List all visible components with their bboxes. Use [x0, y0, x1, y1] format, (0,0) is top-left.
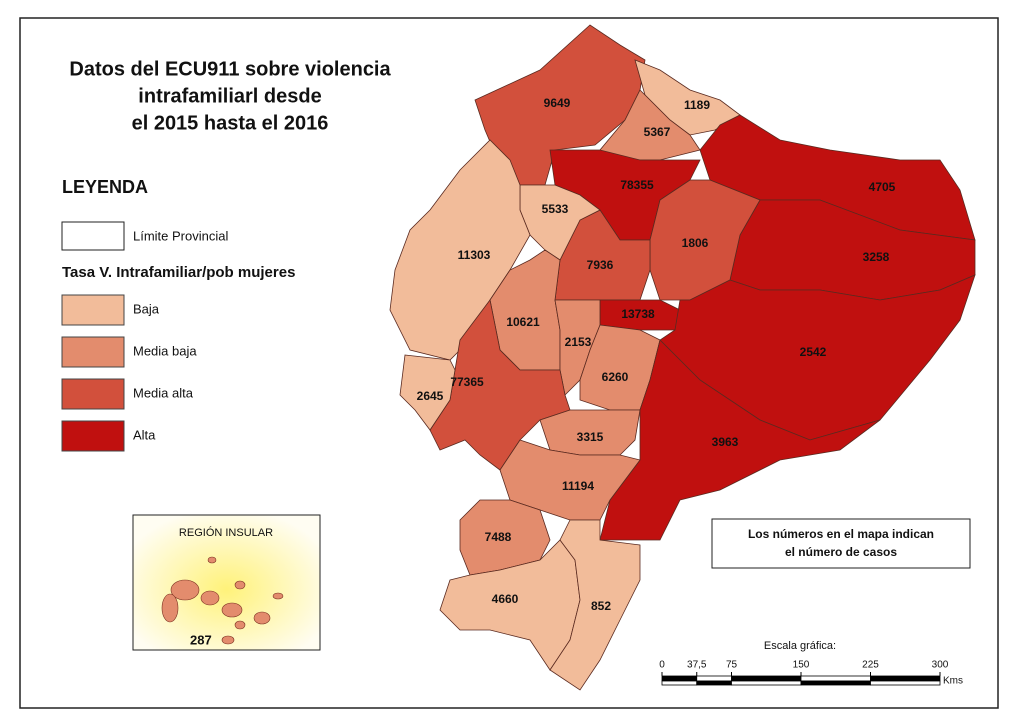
- title-line: intrafamiliarl desde: [138, 85, 321, 107]
- province-value: 5367: [644, 125, 671, 139]
- inset-value: 287: [190, 632, 212, 647]
- title-line: Datos del ECU911 sobre violencia: [69, 58, 391, 80]
- scale-segment: [870, 680, 941, 686]
- province: [549, 519, 641, 691]
- class-swatch: [61, 294, 125, 326]
- province-value: 9649: [544, 96, 571, 110]
- province-value: 2645: [417, 389, 444, 403]
- island: [170, 579, 200, 601]
- province-value: 3315: [577, 430, 604, 444]
- scale-segment: [661, 680, 698, 686]
- note-line: Los números en el mapa indican: [748, 527, 934, 541]
- island: [234, 580, 246, 590]
- class-swatch: [61, 336, 125, 368]
- boundary-swatch: [61, 221, 125, 251]
- scale-title: Escala gráfica:: [764, 640, 836, 652]
- province-value: 13738: [621, 307, 655, 321]
- scale-segment: [731, 680, 802, 686]
- province-value: 7936: [587, 258, 614, 272]
- title-line: el 2015 hasta el 2016: [132, 112, 329, 134]
- island: [221, 635, 235, 645]
- class-swatch: [61, 378, 125, 410]
- province-value: 1189: [684, 98, 710, 112]
- frame: [19, 17, 999, 709]
- note-box: [711, 518, 971, 569]
- island: [272, 592, 284, 600]
- province-value: 78355: [620, 178, 654, 192]
- islands: [161, 556, 284, 645]
- scale-unit: Kms: [943, 676, 963, 687]
- class-label: Baja: [133, 301, 160, 316]
- class-label: Media baja: [133, 343, 197, 358]
- scale-tick-label: 0: [659, 660, 665, 671]
- scale-segment: [800, 675, 871, 682]
- scale-segment: [870, 675, 941, 682]
- province-value: 2153: [565, 335, 592, 349]
- legend-heading: LEYENDA: [62, 177, 148, 197]
- scale-segment: [731, 675, 802, 682]
- scale-segment: [800, 680, 871, 686]
- province-value: 11194: [562, 479, 594, 493]
- island: [221, 602, 243, 618]
- province-value: 5533: [542, 202, 569, 216]
- scale-tick-label: 225: [862, 660, 879, 671]
- scale-tick-label: 300: [932, 660, 949, 671]
- legend-classes: Baja Media baja Media alta Alta: [61, 294, 197, 452]
- province: [599, 339, 881, 541]
- province-value: 6260: [602, 370, 629, 384]
- province-value: 77365: [450, 375, 484, 389]
- legend-subtitle: Tasa V. Intrafamiliar/pob mujeres: [62, 264, 295, 281]
- scale-segment: [661, 675, 698, 682]
- province-value: 10621: [506, 315, 540, 329]
- province-value: 2542: [800, 345, 827, 359]
- province: [399, 354, 456, 431]
- island: [200, 590, 220, 606]
- province: [459, 499, 551, 576]
- province-value: 3258: [863, 250, 890, 264]
- note-line: el número de casos: [785, 545, 897, 559]
- scale-tick-label: 37,5: [687, 660, 707, 671]
- province-value: 1806: [682, 236, 709, 250]
- boundary-label: Límite Provincial: [133, 228, 228, 243]
- class-label: Media alta: [133, 385, 194, 400]
- island: [253, 611, 271, 625]
- scale-segment: [696, 675, 732, 682]
- province-value: 3963: [712, 435, 739, 449]
- province-labels: 9649 1189 5367 78355 4705 3258 1806 7936 5533 113…: [417, 96, 896, 613]
- inset-box: [132, 514, 321, 651]
- province-value: 7488: [485, 530, 512, 544]
- province-value: 4660: [492, 592, 519, 606]
- scale-tick-label: 75: [726, 660, 738, 671]
- island: [234, 620, 246, 630]
- scale-bar: 0 37,5 75 150 225 300: [659, 660, 949, 686]
- province: [499, 439, 641, 521]
- class-swatch: [61, 420, 125, 452]
- province-value: 852: [591, 599, 611, 613]
- inset-title: REGIÓN INSULAR: [179, 526, 273, 539]
- province-value: 4705: [869, 180, 896, 194]
- island: [207, 556, 217, 564]
- provinces: [389, 24, 976, 691]
- scale-tick-label: 150: [793, 660, 810, 671]
- island: [161, 593, 179, 623]
- province-value: 11303: [458, 248, 491, 262]
- scale-segment: [696, 680, 732, 686]
- class-label: Alta: [133, 427, 156, 442]
